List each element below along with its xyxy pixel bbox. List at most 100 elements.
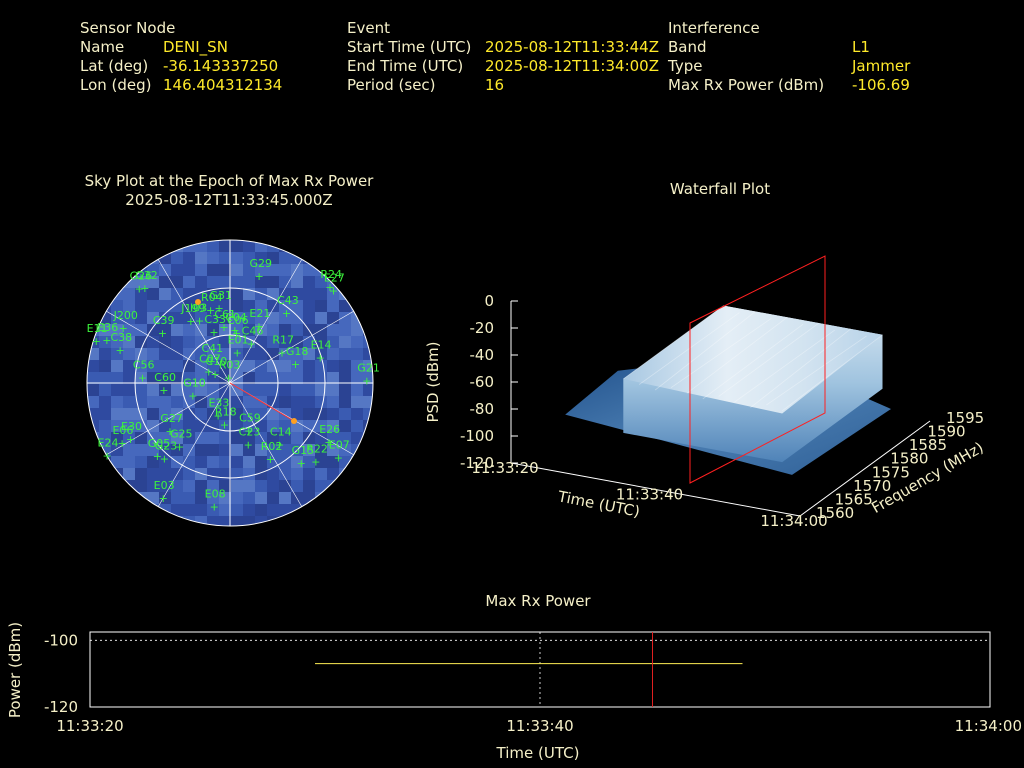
sky-heat-tile: [315, 348, 327, 360]
sensor-lat-value: -36.143337250: [163, 57, 279, 75]
sensor-name-label: Name: [80, 38, 125, 56]
sky-satellite-label: R18: [215, 405, 237, 418]
sky-heat-tile: [207, 252, 219, 264]
sky-heat-tile: [207, 264, 219, 276]
sky-heat-tile: [267, 468, 279, 480]
sky-heat-tile: [159, 264, 171, 276]
sky-satellite-label: E36: [97, 321, 118, 334]
waterfall-z-tick-label: -120: [460, 454, 494, 472]
sky-satellite-marker: +: [220, 418, 229, 431]
sky-satellite-marker: +: [233, 346, 242, 359]
sky-satellite-marker: +: [92, 335, 101, 348]
sky-heat-tile: [363, 372, 373, 384]
sky-heat-tile: [339, 504, 351, 516]
sky-heat-tile: [99, 372, 111, 384]
waterfall-freq-tick-label: 1570: [853, 477, 891, 495]
sky-heat-tile: [135, 252, 147, 264]
event-end-label: End Time (UTC): [347, 57, 464, 75]
sky-heat-tile: [327, 456, 339, 468]
sky-heat-tile: [363, 240, 373, 252]
sky-heat-tile: [363, 456, 373, 468]
sky-satellite-label: C60: [154, 371, 176, 384]
sky-satellite-label: C10: [206, 355, 228, 368]
sky-heat-tile: [111, 360, 123, 372]
sky-heat-tile: [303, 444, 315, 456]
sky-heat-tile: [135, 372, 147, 384]
sky-heat-tile: [135, 360, 147, 372]
sky-satellite-label: G23: [155, 440, 178, 453]
sky-heat-tile: [195, 312, 207, 324]
sky-heat-tile: [147, 492, 159, 504]
sky-heat-tile: [267, 264, 279, 276]
sky-heat-tile: [327, 240, 339, 252]
sky-satellite-marker: +: [244, 438, 253, 451]
sky-heat-tile: [135, 300, 147, 312]
sky-heat-tile: [243, 432, 255, 444]
sky-heat-tile: [363, 300, 373, 312]
sky-heat-tile: [363, 516, 373, 526]
sky-satellite-marker: +: [297, 457, 306, 470]
sky-heat-tile: [87, 396, 99, 408]
sky-heat-tile: [315, 300, 327, 312]
sky-heat-tile: [159, 432, 171, 444]
sky-heat-tile: [351, 384, 363, 396]
sky-heat-tile: [231, 360, 243, 372]
sky-heat-tile: [231, 252, 243, 264]
sky-heat-tile: [207, 312, 219, 324]
sky-heat-tile: [231, 312, 243, 324]
sky-heat-tile: [327, 384, 339, 396]
waterfall-time-ticks: 11:33:20 11:33:40 11:34:00: [471, 459, 827, 530]
sky-satellite-marker: +: [254, 320, 263, 333]
sky-heat-tile: [279, 336, 291, 348]
sky-heat-tile: [183, 420, 195, 432]
sky-heat-tile: [327, 468, 339, 480]
sky-heat-tile: [303, 288, 315, 300]
sky-heat-tile: [267, 300, 279, 312]
sky-heat-tile: [327, 360, 339, 372]
sky-heat-tile: [99, 420, 111, 432]
sky-satellite-label: E11: [87, 322, 108, 335]
sky-heat-tile: [207, 240, 219, 252]
sky-heat-tile: [291, 252, 303, 264]
sky-heat-tile: [147, 348, 159, 360]
sky-heat-tile: [111, 240, 123, 252]
sky-heat-tile: [219, 420, 231, 432]
sky-heat-tile: [327, 372, 339, 384]
sky-heat-tile: [279, 360, 291, 372]
sky-heat-tile: [219, 252, 231, 264]
sky-heat-tile: [231, 324, 243, 336]
sky-plot-grid: [86, 239, 374, 527]
sky-heat-tile: [363, 288, 373, 300]
sky-heat-tile: [255, 348, 267, 360]
sky-satellite-label: E26: [319, 423, 340, 436]
sky-heat-tile: [171, 444, 183, 456]
sky-heat-tile: [87, 372, 99, 384]
waterfall-freq-tick-label: 1560: [816, 504, 854, 522]
sky-heat-tile: [291, 288, 303, 300]
sky-heat-tile: [171, 504, 183, 516]
sky-heat-tile: [87, 276, 99, 288]
sky-heat-tile: [327, 504, 339, 516]
waterfall-surface-jammer-top: [623, 305, 883, 414]
sky-heat-tile: [255, 252, 267, 264]
sky-heat-tile: [231, 264, 243, 276]
waterfall-time-axis: [510, 462, 801, 517]
sky-satellite-label: E21: [249, 307, 270, 320]
sky-heat-tile: [99, 264, 111, 276]
power-x-tick-label: 11:34:00: [955, 717, 1022, 735]
sky-satellite-marker: +: [291, 358, 300, 371]
sky-heat-tile: [291, 432, 303, 444]
sky-satellite-label: G25: [170, 428, 193, 441]
sky-satellite-marker: +: [135, 282, 144, 295]
sky-heat-tile: [99, 396, 111, 408]
sky-heat-tile: [183, 492, 195, 504]
sky-heat-tile: [207, 492, 219, 504]
sky-heat-tile: [123, 288, 135, 300]
sky-heat-tile: [243, 396, 255, 408]
sky-satellite-marker: +: [325, 281, 334, 294]
sky-heat-tile: [267, 276, 279, 288]
sky-satellite-label: G15: [292, 444, 315, 457]
sky-heat-tile: [303, 516, 315, 526]
sky-heat-tile: [351, 240, 363, 252]
sky-heat-tile: [183, 372, 195, 384]
